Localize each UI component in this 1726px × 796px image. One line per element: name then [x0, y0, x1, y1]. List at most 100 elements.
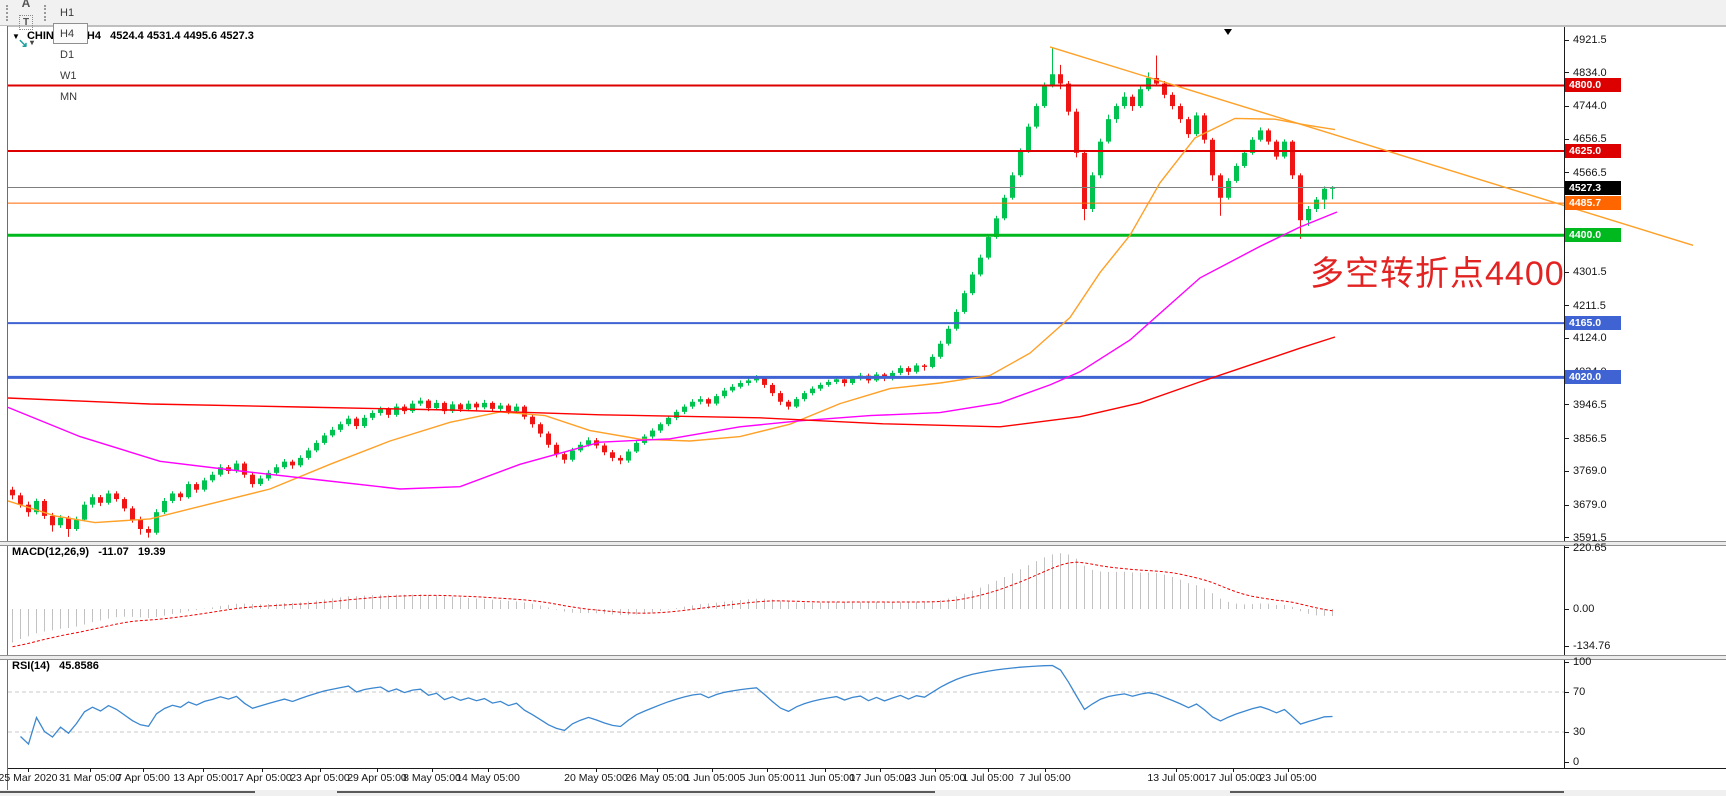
price-tick-mark: [1565, 72, 1569, 74]
time-tick-mark: [596, 768, 597, 772]
macd-panel-splitter[interactable]: [0, 541, 1726, 546]
price-badge-4020.0: 4020.0: [1565, 370, 1621, 385]
time-axis-label: 26 May 05:00: [625, 772, 689, 784]
ma-slow-red[interactable]: [7, 336, 1336, 428]
time-axis-label: 20 May 05:00: [564, 772, 628, 784]
time-tick-mark: [143, 768, 144, 772]
rsi-indicator-label: RSI(14) 45.8586: [12, 660, 99, 672]
price-tick-mark: [1565, 39, 1569, 41]
timeframe-button-w1[interactable]: W1: [60, 69, 77, 82]
macd-tick-label: -134.76: [1573, 640, 1611, 653]
time-axis-label: 13 Jul 05:00: [1147, 772, 1205, 784]
time-tick-mark: [1233, 768, 1234, 772]
time-tick-mark: [1176, 768, 1177, 772]
draw-arrow-icon[interactable]: ↘ ▾: [17, 35, 35, 50]
price-tick-label: 4744.0: [1573, 100, 1607, 113]
time-axis-label: 7 Apr 05:00: [116, 772, 170, 784]
price-tick-label: 3679.0: [1573, 499, 1607, 512]
toolbar-icon-group: FAT↘▾: [14, 0, 38, 53]
time-axis-label: 8 May 05:00: [403, 772, 461, 784]
candlestick-series: [10, 48, 1335, 538]
price-axis-line: [1564, 27, 1565, 768]
time-tick-mark: [657, 768, 658, 772]
time-tick-mark: [377, 768, 378, 772]
time-tick-mark: [935, 768, 936, 772]
toolbar-grip[interactable]: [6, 4, 8, 21]
timeframe-button-h4[interactable]: H4: [53, 23, 89, 44]
price-badge-4800.0: 4800.0: [1565, 78, 1621, 93]
time-axis-line: [8, 768, 1726, 769]
price-badge-4165.0: 4165.0: [1565, 316, 1621, 331]
price-tick-mark: [1565, 438, 1569, 440]
time-axis-label: 11 Jun 05:00: [795, 772, 855, 784]
price-tick-mark: [1565, 138, 1569, 140]
price-tick-label: 4566.5: [1573, 166, 1607, 179]
price-tick-label: 3856.5: [1573, 432, 1607, 445]
macd-main-value: -11.07: [98, 546, 129, 558]
price-tick-label: 3946.5: [1573, 398, 1607, 411]
ma-mid-magenta[interactable]: [7, 211, 1338, 490]
time-axis-label: 7 Jul 05:00: [1019, 772, 1071, 784]
toolbar: FAT↘▾ M1M5M15M30H1H4D1W1MN: [0, 0, 1726, 103]
rsi-panel-splitter[interactable]: [0, 655, 1726, 660]
time-axis-label: 14 May 05:00: [456, 772, 520, 784]
trendline-descending[interactable]: [1049, 46, 1694, 246]
time-tick-mark: [320, 768, 321, 772]
rsi-tick-mark: [1565, 731, 1569, 733]
timeframe-button-d1[interactable]: D1: [60, 48, 75, 61]
timeframe-button-h1[interactable]: H1: [60, 6, 75, 19]
price-tick-label: 4656.5: [1573, 133, 1607, 146]
ohlc-values: 4524.4 4531.4 4495.6 4527.3: [110, 30, 254, 42]
annotation-text: 多空转折点4400: [1310, 255, 1565, 293]
price-tick-mark: [1565, 172, 1569, 174]
chart-top-border: [8, 26, 1726, 27]
font-a-icon[interactable]: A: [21, 0, 31, 10]
rsi-tick-mark: [1565, 761, 1569, 763]
chart-left-border: [7, 25, 8, 796]
macd-tick-mark: [1565, 645, 1569, 647]
time-axis-label: 13 Apr 05:00: [173, 772, 233, 784]
rsi-line: [20, 664, 1333, 746]
macd-indicator-label: MACD(12,26,9) -11.07 19.39: [12, 546, 166, 558]
price-tick-mark: [1565, 305, 1569, 307]
bottom-strip: [0, 790, 1726, 796]
price-tick-mark: [1565, 105, 1569, 107]
price-tick-mark: [1565, 504, 1569, 506]
chart-title: ▼ CHINA300-,H4 4524.4 4531.4 4495.6 4527…: [12, 30, 254, 42]
time-tick-mark: [432, 768, 433, 772]
time-tick-mark: [712, 768, 713, 772]
timeframe-button-mn[interactable]: MN: [60, 90, 78, 103]
collapse-triangle-icon[interactable]: ▼: [12, 32, 20, 41]
time-tick-mark: [1288, 768, 1289, 772]
macd-signal-line: [12, 561, 1333, 648]
price-tick-mark: [1565, 470, 1569, 472]
price-tick-label: 4211.5: [1573, 299, 1606, 312]
bottom-strip-segment: [337, 791, 935, 793]
price-tick-mark: [1565, 404, 1569, 406]
time-tick-mark: [767, 768, 768, 772]
time-tick-mark: [90, 768, 91, 772]
bottom-strip-segment: [0, 791, 255, 793]
macd-tick-label: 0.00: [1573, 603, 1595, 615]
time-axis-label: 23 Apr 05:00: [290, 772, 350, 784]
ma-fast-orange[interactable]: [7, 117, 1336, 524]
time-axis-label: 17 Apr 05:00: [232, 772, 292, 784]
time-axis-label: 17 Jul 05:00: [1204, 772, 1262, 784]
time-axis-label: 5 Jun 05:00: [739, 772, 795, 784]
price-tick-mark: [1565, 537, 1569, 539]
price-tick-label: 4921.5: [1573, 34, 1607, 46]
time-axis-label: 31 Mar 05:00: [59, 772, 121, 784]
chart-shift-marker[interactable]: [1224, 29, 1232, 35]
rsi-tick-mark: [1565, 661, 1569, 663]
timeframe-button-group: M1M5M15M30H1H4D1W1MN: [52, 0, 89, 107]
time-tick-mark: [880, 768, 881, 772]
toolbar-separator[interactable]: [44, 4, 46, 21]
text-label-icon[interactable]: T: [15, 13, 37, 33]
current-price-badge: 4527.3: [1565, 180, 1621, 195]
price-tick-label: 4301.5: [1573, 266, 1607, 279]
rsi-tick-label: 0: [1573, 756, 1580, 768]
price-tick-mark: [1565, 337, 1569, 339]
time-tick-mark: [203, 768, 204, 772]
